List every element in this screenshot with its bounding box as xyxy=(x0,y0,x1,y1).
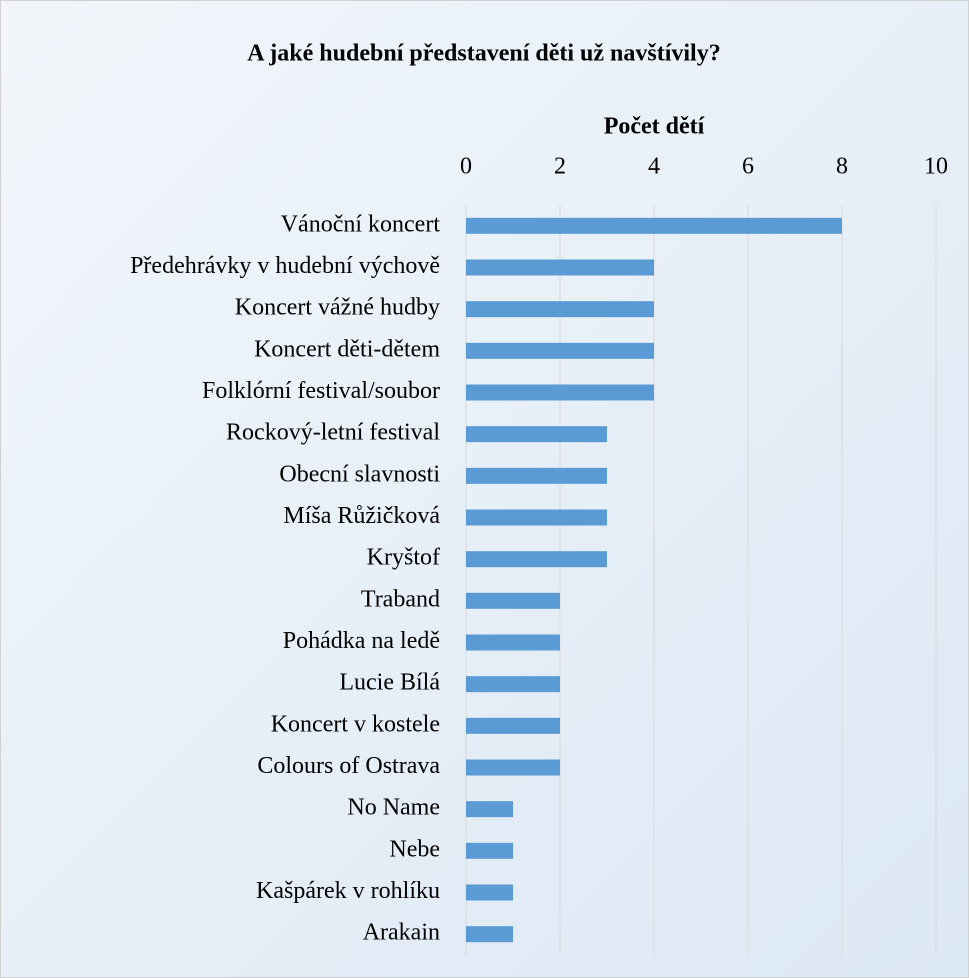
bar xyxy=(466,426,607,443)
bar xyxy=(466,259,654,276)
y-tick-label: Obecní slavnosti xyxy=(279,461,440,487)
y-tick-label: Arakain xyxy=(363,920,440,946)
y-tick-label: Kryštof xyxy=(367,545,440,571)
bar xyxy=(466,301,654,318)
bar xyxy=(466,717,560,734)
x-tick-label: 8 xyxy=(836,154,848,180)
bar xyxy=(466,926,513,943)
y-tick-label: Předehrávky v hudební výchově xyxy=(130,253,440,279)
y-tick-label: Koncert v kostele xyxy=(271,711,440,737)
bar xyxy=(466,801,513,818)
x-tick-label: 6 xyxy=(742,154,754,180)
chart-title: A jaké hudební představení děti už navšt… xyxy=(247,41,720,67)
y-tick-label: Kašpárek v rohlíku xyxy=(256,878,440,904)
x-tick-label: 10 xyxy=(924,154,948,180)
y-tick-label: Colours of Ostrava xyxy=(257,753,440,779)
x-tick-label: 2 xyxy=(554,154,566,180)
bar xyxy=(466,634,560,651)
y-tick-label: Rockový-letní festival xyxy=(226,420,440,446)
y-tick-label: Nebe xyxy=(389,836,440,862)
y-tick-label: Lucie Bílá xyxy=(339,670,440,696)
bar xyxy=(466,217,842,234)
x-tick-label: 4 xyxy=(648,154,660,180)
y-tick-label: Traband xyxy=(361,586,440,612)
bar xyxy=(466,884,513,901)
y-tick-label: Vánoční koncert xyxy=(281,211,441,237)
x-tick-label: 0 xyxy=(460,154,472,180)
bar xyxy=(466,509,607,526)
y-tick-label: Pohádka na ledě xyxy=(283,628,440,654)
bar xyxy=(466,592,560,609)
y-tick-label: Folklórní festival/soubor xyxy=(202,378,440,404)
bar xyxy=(466,467,607,484)
bar xyxy=(466,384,654,401)
y-tick-label: No Name xyxy=(347,795,440,821)
x-axis-title: Počet dětí xyxy=(604,114,705,140)
bar xyxy=(466,842,513,859)
y-tick-label: Koncert děti-dětem xyxy=(254,336,440,362)
bar xyxy=(466,676,560,693)
y-tick-label: Koncert vážné hudby xyxy=(235,295,440,321)
bar xyxy=(466,551,607,568)
bar xyxy=(466,759,560,776)
bar xyxy=(466,342,654,359)
y-tick-label: Míša Růžičková xyxy=(283,503,440,529)
